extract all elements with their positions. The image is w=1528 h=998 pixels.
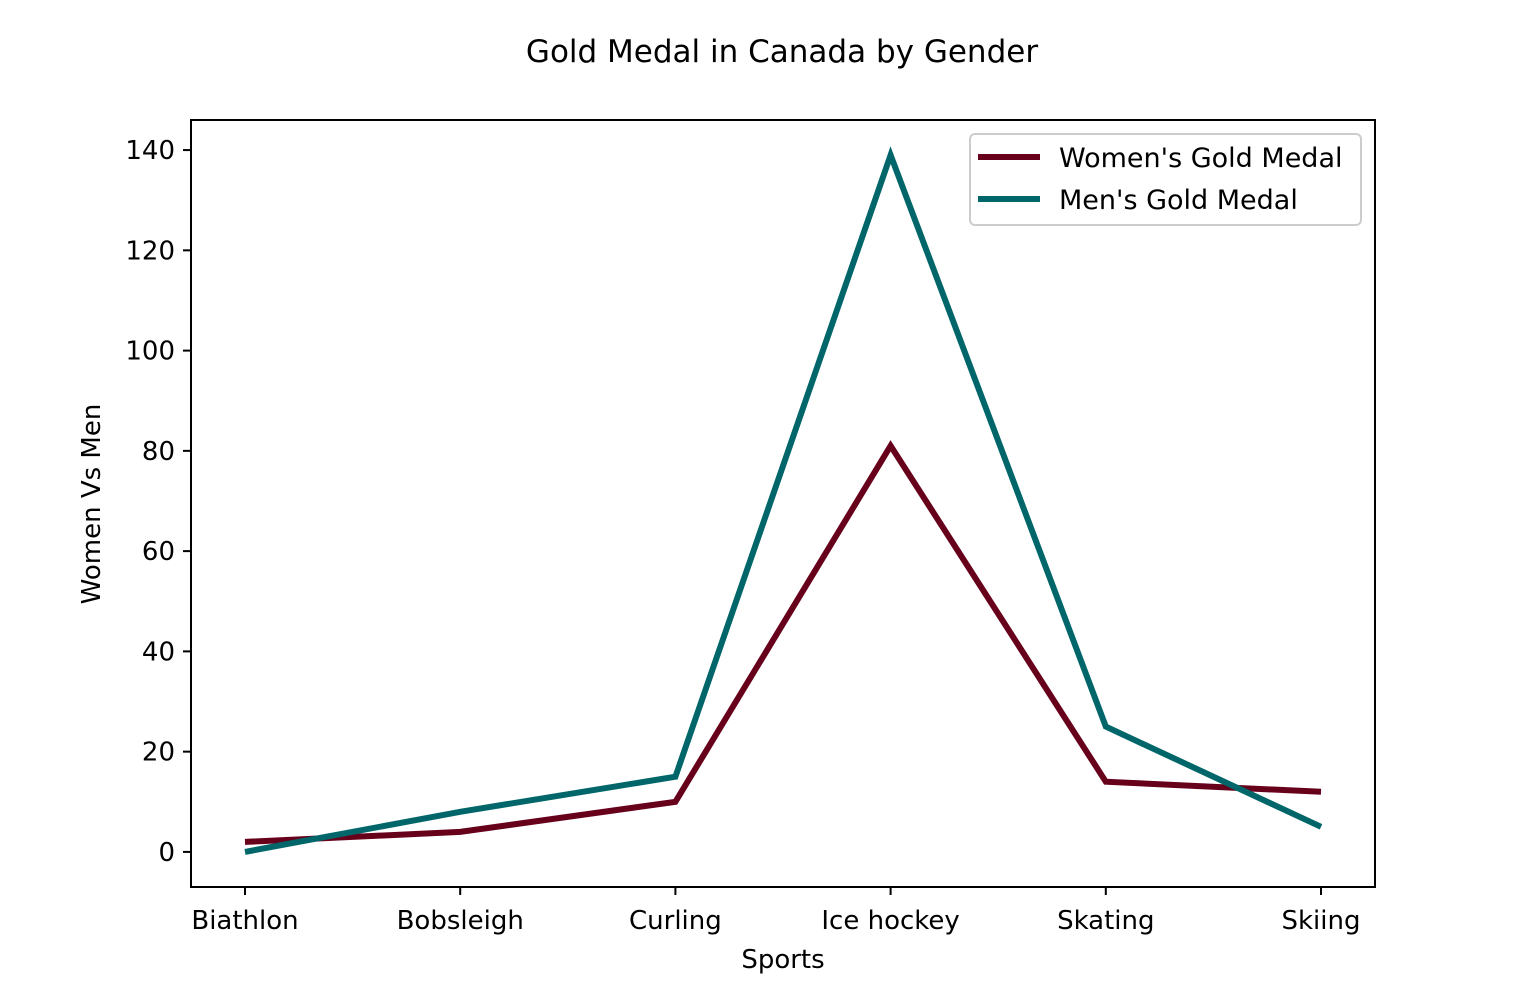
x-axis-label: Sports bbox=[741, 945, 824, 975]
chart-title: Gold Medal in Canada by Gender bbox=[526, 34, 1038, 70]
legend-box bbox=[969, 133, 1362, 226]
y-axis: 0 20 40 60 80 100 120 140 bbox=[125, 136, 191, 868]
x-tick-label: Biathlon bbox=[191, 906, 298, 936]
legend-label-men-s-gold-medal: Men's Gold Medal bbox=[1059, 185, 1298, 216]
legend-label-women-s-gold-medal: Women's Gold Medal bbox=[1059, 143, 1343, 174]
y-axis-label: Women Vs Men bbox=[77, 404, 107, 605]
x-tick-label: Skating bbox=[1057, 906, 1154, 936]
y-tick-label: 20 bbox=[142, 738, 175, 768]
y-tick-label: 40 bbox=[142, 637, 175, 667]
legend: Women's Gold Medal Men's Gold Medal bbox=[969, 133, 1362, 226]
series-line-men-s-gold-medal bbox=[244, 146, 1323, 855]
x-tick-label: Curling bbox=[629, 906, 722, 936]
series-line-women-s-gold-medal bbox=[244, 440, 1322, 845]
x-tick-label: Bobsleigh bbox=[397, 906, 524, 936]
x-tick-label: Skiing bbox=[1282, 906, 1361, 936]
series-lines bbox=[244, 146, 1323, 855]
y-tick-label: 60 bbox=[142, 537, 175, 567]
y-tick-label: 100 bbox=[125, 337, 175, 367]
y-tick-label: 140 bbox=[125, 136, 175, 166]
y-tick-label: 80 bbox=[142, 437, 175, 467]
x-tick-label: Ice hockey bbox=[821, 906, 959, 936]
y-tick-label: 0 bbox=[158, 838, 175, 868]
x-axis: Biathlon Bobsleigh Curling Ice hockey Skatin… bbox=[191, 887, 1361, 936]
y-tick-label: 120 bbox=[125, 236, 175, 266]
